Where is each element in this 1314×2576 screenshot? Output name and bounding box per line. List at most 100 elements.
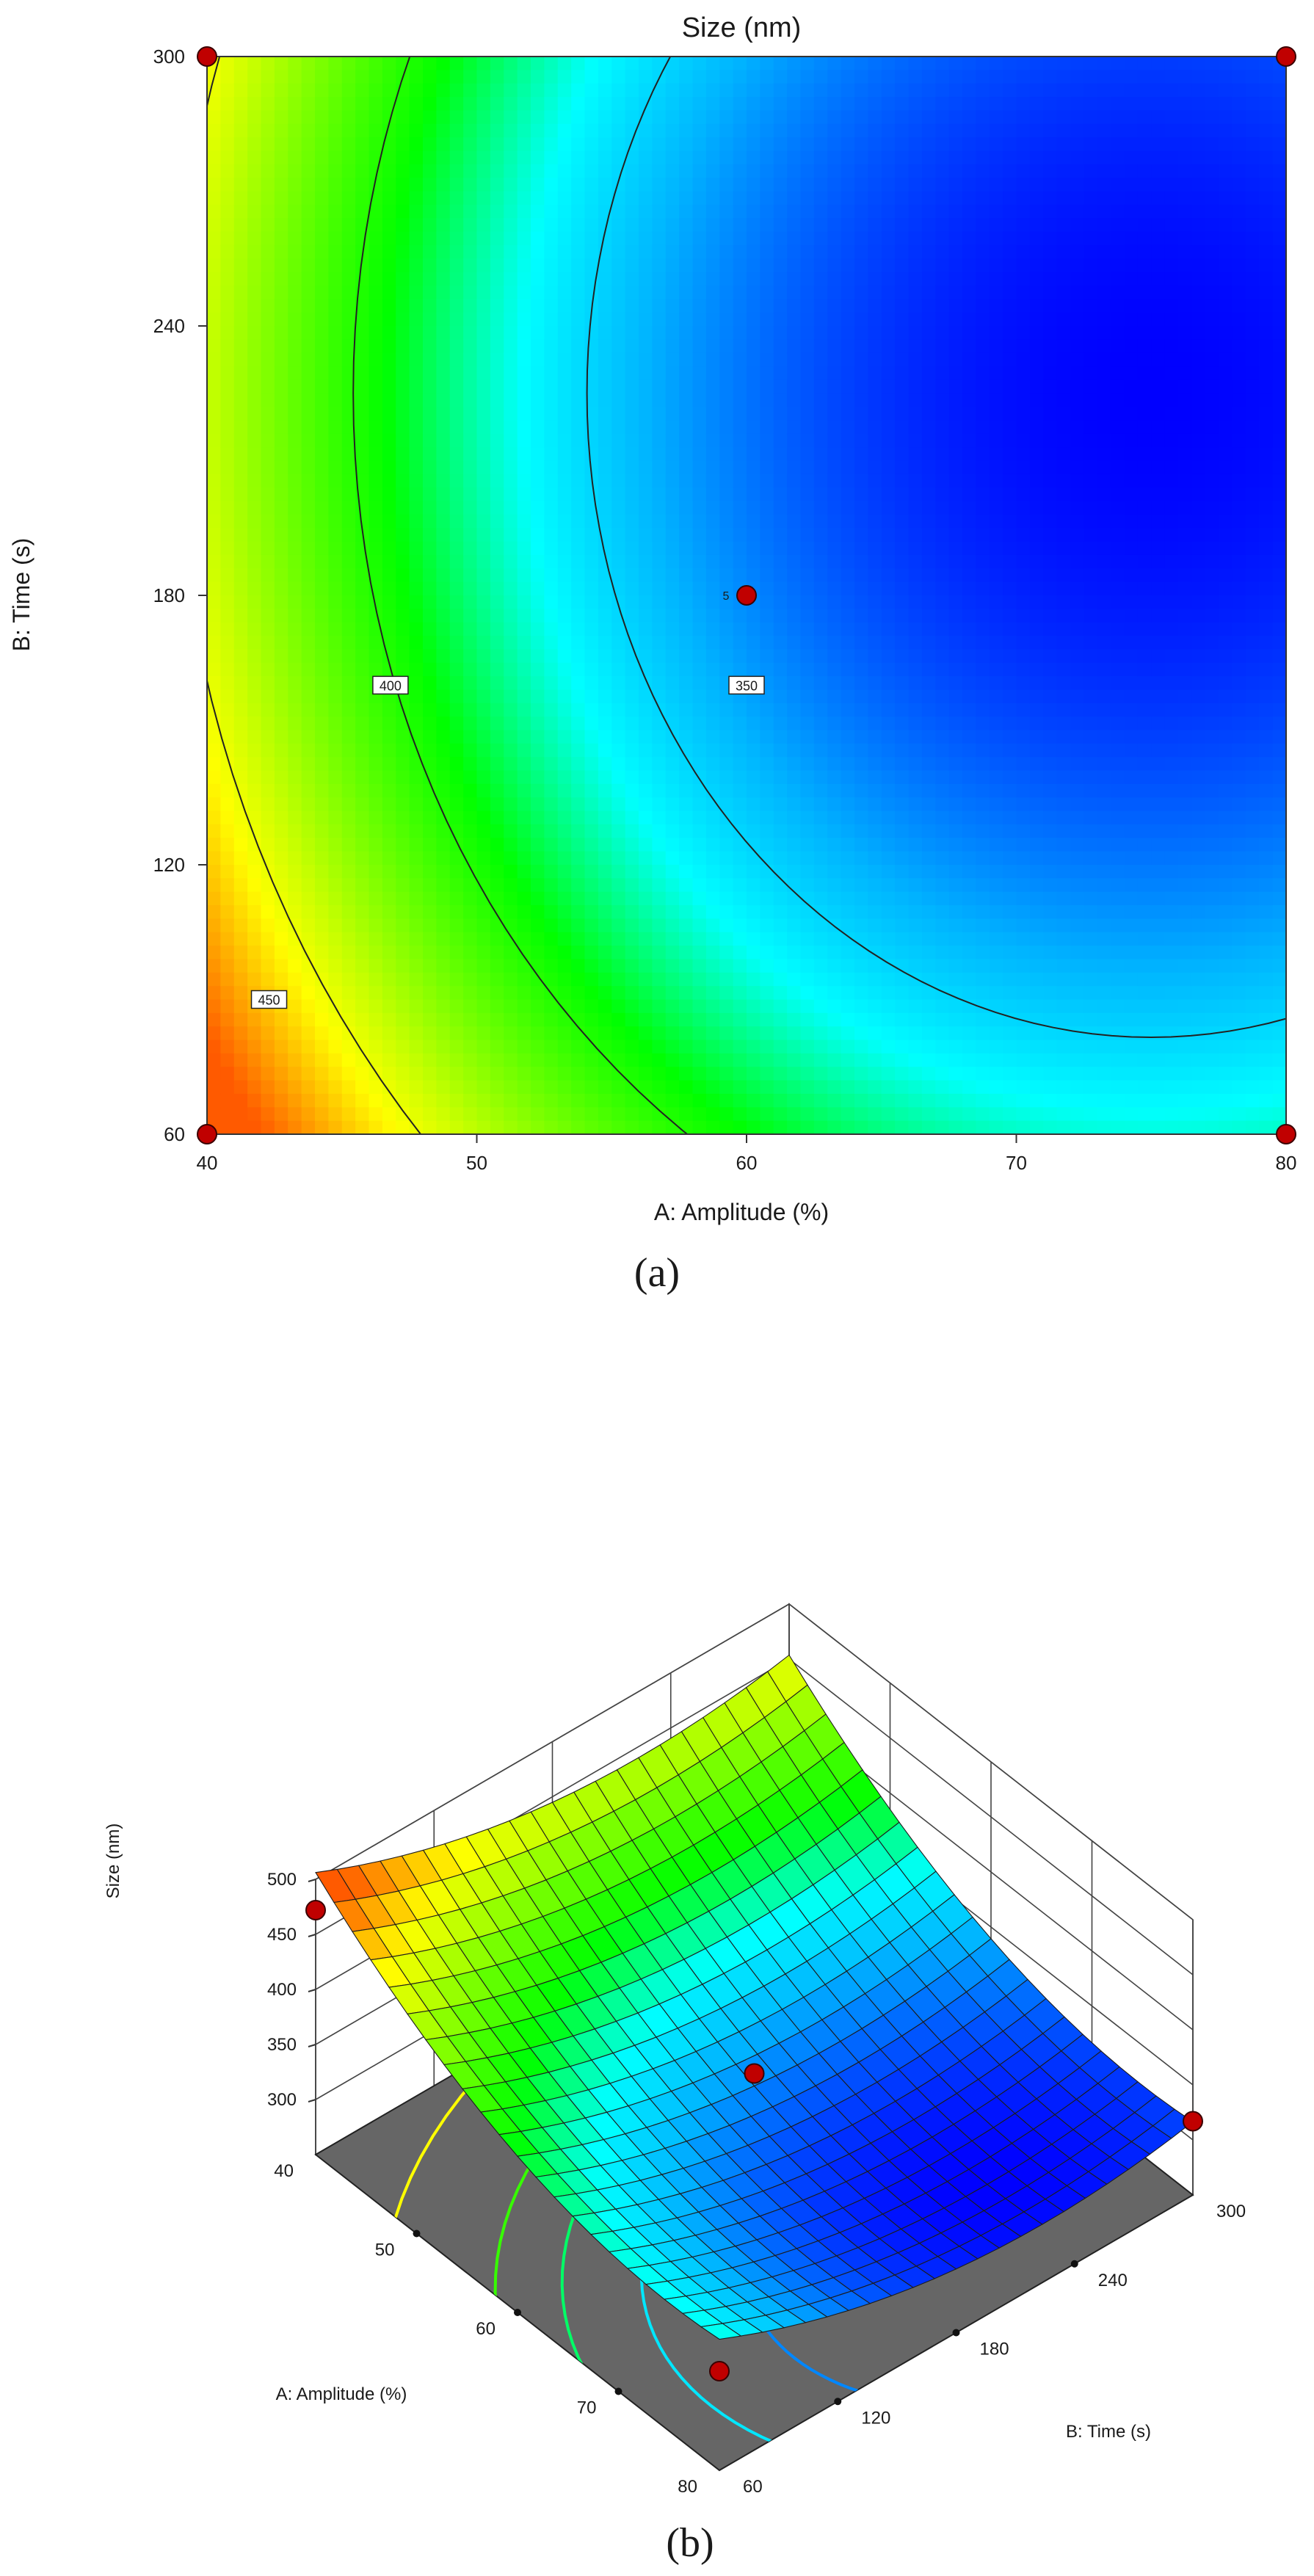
heatmap-cell — [463, 1026, 478, 1041]
heatmap-cell — [382, 743, 397, 758]
heatmap-cell — [976, 137, 990, 152]
heatmap-cell — [247, 285, 262, 300]
heatmap-cell — [976, 164, 990, 178]
heatmap-cell — [247, 1107, 262, 1122]
heatmap-cell — [948, 1120, 963, 1134]
heatmap-cell — [315, 299, 330, 313]
heatmap-cell — [1016, 622, 1031, 636]
heatmap-cell — [976, 366, 990, 381]
heatmap-cell — [652, 218, 667, 233]
heatmap-cell — [531, 1080, 545, 1095]
heatmap-cell — [895, 204, 910, 219]
heatmap-cell — [881, 649, 896, 664]
heatmap-cell — [1029, 514, 1045, 529]
heatmap-cell — [247, 393, 262, 407]
heatmap-cell — [449, 150, 464, 165]
heatmap-cell — [449, 932, 464, 946]
heatmap-cell — [476, 433, 491, 448]
heatmap-cell — [1003, 352, 1017, 367]
heatmap-cell — [719, 285, 734, 300]
heatmap-cell — [827, 1093, 842, 1109]
heatmap-cell — [274, 57, 289, 71]
heatmap-cell — [355, 1012, 370, 1027]
heatmap-cell — [868, 554, 882, 570]
heatmap-cell — [274, 339, 289, 354]
heatmap-cell — [517, 730, 531, 744]
heatmap-cell — [854, 783, 869, 799]
heatmap-cell — [557, 244, 572, 260]
heatmap-cell — [1016, 299, 1031, 313]
heatmap-cell — [868, 352, 882, 367]
heatmap-cell — [989, 865, 1003, 879]
heatmap-cell — [800, 959, 815, 973]
heatmap-cell — [341, 986, 356, 1001]
heatmap-cell — [584, 380, 599, 394]
heatmap-cell — [895, 1107, 910, 1122]
heatmap-cell — [341, 905, 356, 920]
heatmap-cell — [733, 878, 747, 893]
heatmap-cell — [341, 918, 356, 933]
heatmap-cell — [827, 150, 842, 165]
heatmap-cell — [989, 838, 1003, 852]
heatmap-cell — [315, 70, 330, 84]
heatmap-cell — [355, 231, 370, 246]
heatmap-cell — [895, 1120, 910, 1134]
heatmap-cell — [719, 959, 734, 973]
heatmap-cell — [639, 649, 653, 664]
heatmap-cell — [948, 1093, 963, 1109]
heatmap-cell — [679, 164, 694, 178]
heatmap-cell — [895, 474, 910, 488]
heatmap-cell — [639, 231, 653, 246]
heatmap-cell — [557, 501, 572, 515]
heatmap-cell — [490, 366, 505, 381]
heatmap-cell — [531, 1040, 545, 1054]
heatmap-cell — [233, 810, 248, 825]
heatmap-cell — [935, 352, 950, 367]
heatmap-cell — [531, 83, 545, 98]
heatmap-cell — [895, 244, 910, 260]
heatmap-cell — [504, 972, 518, 987]
heatmap-cell — [261, 97, 275, 112]
heatmap-cell — [719, 1080, 734, 1095]
heatmap-cell — [692, 595, 707, 610]
heatmap-cell — [827, 70, 842, 84]
heatmap-cell — [409, 636, 424, 650]
heatmap-cell — [989, 1026, 1003, 1041]
heatmap-cell — [396, 191, 410, 206]
heatmap-cell — [841, 57, 855, 71]
heatmap-cell — [247, 581, 262, 596]
heatmap-cell — [733, 1120, 747, 1134]
heatmap-cell — [409, 474, 424, 488]
heatmap-cell — [584, 810, 599, 825]
heatmap-cell — [369, 299, 383, 313]
heatmap-cell — [760, 581, 774, 596]
heatmap-cell — [517, 609, 531, 623]
heatmap-cell — [813, 905, 829, 920]
heatmap-cell — [854, 487, 869, 502]
heatmap-cell — [476, 568, 491, 583]
heatmap-cell — [787, 770, 802, 785]
heatmap-cell — [436, 380, 451, 394]
heatmap-cell — [976, 595, 990, 610]
heatmap-cell — [611, 57, 626, 71]
heatmap-cell — [881, 460, 896, 475]
heatmap-cell — [409, 137, 424, 152]
heatmap-cell — [341, 838, 356, 852]
heatmap-cell — [760, 838, 774, 852]
heatmap-cell — [301, 178, 316, 192]
heatmap-cell — [962, 285, 977, 300]
heatmap-cell — [908, 662, 923, 677]
heatmap-cell — [989, 810, 1003, 825]
heatmap-cell — [854, 1026, 869, 1041]
heatmap-cell — [868, 447, 882, 462]
heatmap-cell — [584, 150, 599, 165]
heatmap-cell — [233, 676, 248, 691]
heatmap-cell — [665, 851, 680, 866]
heatmap-cell — [531, 554, 545, 570]
heatmap-cell — [247, 339, 262, 354]
heatmap-cell — [773, 703, 788, 717]
heatmap-cell — [490, 244, 505, 260]
heatmap-cell — [247, 878, 262, 893]
heatmap-cell — [517, 137, 531, 152]
heatmap-cell — [705, 474, 721, 488]
